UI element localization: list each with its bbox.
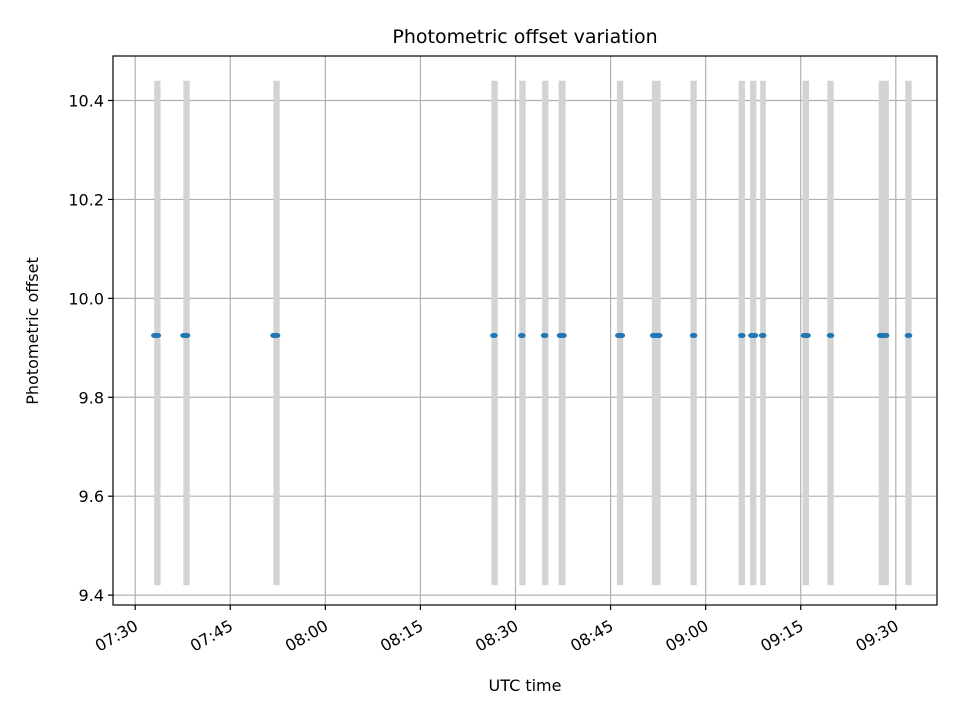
y-tick-label: 10.4 bbox=[68, 92, 104, 111]
x-tick-label: 08:00 bbox=[282, 616, 331, 656]
y-tick-label: 10.2 bbox=[68, 190, 104, 209]
data-point bbox=[518, 332, 526, 339]
x-tick-label: 07:45 bbox=[187, 616, 236, 656]
data-point bbox=[826, 332, 835, 339]
x-tick-label: 08:15 bbox=[377, 616, 426, 656]
y-tick-label: 9.4 bbox=[79, 586, 104, 605]
data-point bbox=[182, 332, 191, 339]
data-point bbox=[750, 332, 759, 339]
x-tick-label: 08:30 bbox=[472, 616, 521, 656]
x-tick-label: 09:15 bbox=[757, 616, 806, 656]
exposure-band bbox=[616, 80, 624, 586]
x-tick-label: 09:30 bbox=[852, 616, 901, 656]
x-axis-ticks: 07:30 07:45 08:00 08:15 08:30 08:45 09:00 09:15… bbox=[92, 605, 902, 656]
x-tick-label: 07:30 bbox=[92, 616, 141, 656]
data-point bbox=[617, 332, 626, 339]
x-tick-label: 09:00 bbox=[662, 616, 711, 656]
data-point bbox=[737, 332, 746, 339]
exposure-bands bbox=[154, 80, 912, 586]
data-point bbox=[881, 332, 890, 339]
data-point bbox=[559, 332, 567, 339]
x-tick-label: 08:45 bbox=[567, 616, 616, 656]
data-point bbox=[758, 332, 767, 339]
y-tick-label: 9.8 bbox=[79, 388, 104, 407]
data-point bbox=[272, 332, 281, 339]
exposure-band bbox=[750, 80, 757, 586]
y-tick-label: 10.0 bbox=[68, 289, 104, 308]
data-point bbox=[904, 332, 913, 339]
data-points bbox=[151, 332, 913, 339]
y-tick-label: 9.6 bbox=[79, 487, 104, 506]
x-axis-label: UTC time bbox=[489, 676, 562, 695]
data-point bbox=[490, 332, 498, 339]
chart-title: Photometric offset variation bbox=[392, 26, 657, 48]
axes-frame bbox=[112, 55, 938, 606]
exposure-band bbox=[802, 80, 809, 586]
data-point bbox=[153, 332, 162, 339]
data-point bbox=[540, 332, 549, 339]
data-point bbox=[803, 332, 811, 339]
data-point bbox=[654, 332, 663, 339]
data-point bbox=[689, 332, 698, 339]
y-axis-ticks: 9.4 9.6 9.8 10.0 10.2 10.4 bbox=[68, 92, 113, 605]
y-axis-label: Photometric offset bbox=[23, 257, 42, 405]
